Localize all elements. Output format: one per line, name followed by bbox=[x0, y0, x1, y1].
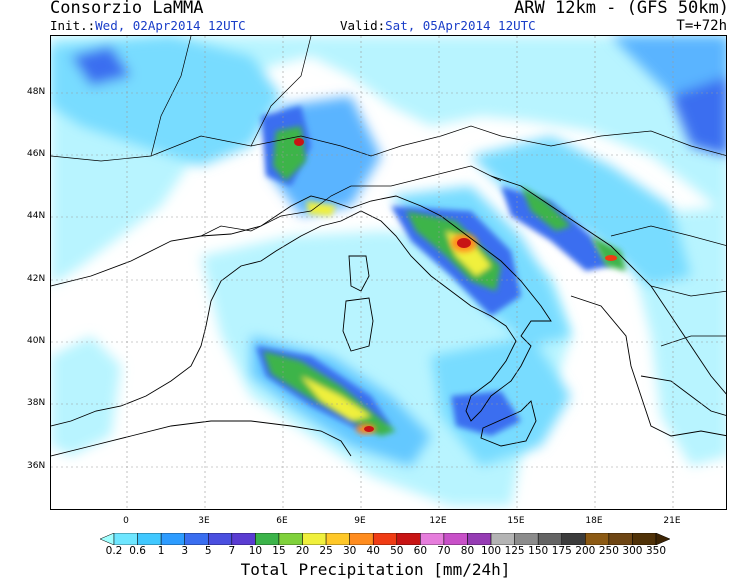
colorbar-swatch bbox=[443, 533, 468, 545]
colorbar-level-label: 5 bbox=[204, 545, 212, 557]
colorbar-level-label: 40 bbox=[366, 545, 380, 557]
valid-time: Valid:Sat, 05Apr2014 12UTC bbox=[340, 18, 536, 33]
colorbar-swatch bbox=[184, 533, 209, 545]
colorbar-swatch bbox=[632, 533, 657, 545]
valid-label: Valid: bbox=[340, 18, 386, 33]
forecast-step: T=+72h bbox=[676, 18, 727, 34]
colorbar-swatch bbox=[349, 533, 374, 545]
colorbar-level-label: 0.6 bbox=[129, 545, 146, 557]
lat-label: 48N bbox=[27, 87, 46, 97]
colorbar-level-label: 200 bbox=[575, 545, 596, 557]
colorbar-swatch bbox=[113, 533, 138, 545]
colorbar-swatch bbox=[325, 533, 350, 545]
colorbar-title: Total Precipitation [mm/24h] bbox=[240, 560, 511, 579]
colorbar-swatch bbox=[302, 533, 327, 545]
lon-label: 9E bbox=[354, 516, 366, 526]
colorbar-level-label: 60 bbox=[413, 545, 428, 557]
app-title: Consorzio LaMMA bbox=[50, 0, 204, 18]
lon-label: 15E bbox=[507, 516, 525, 526]
colorbar-level-label: 20 bbox=[295, 545, 310, 557]
colorbar-level-label: 100 bbox=[481, 545, 502, 557]
colorbar-level-label: 30 bbox=[342, 545, 357, 557]
lat-label: 42N bbox=[27, 274, 46, 284]
colorbar-swatch bbox=[561, 533, 586, 545]
lon-label: 6E bbox=[276, 516, 288, 526]
colorbar-swatch bbox=[255, 533, 280, 545]
lon-label: 18E bbox=[585, 516, 603, 526]
colorbar-swatch bbox=[137, 533, 162, 545]
precip-field-intense bbox=[263, 126, 626, 436]
colorbar-level-label: 150 bbox=[528, 545, 549, 557]
colorbar-swatch bbox=[467, 533, 492, 545]
colorbar-swatch bbox=[514, 533, 539, 545]
colorbar-swatch bbox=[655, 533, 670, 545]
lon-label: 21E bbox=[663, 516, 681, 526]
colorbar-level-label: 50 bbox=[390, 545, 404, 557]
init-label: Init.: bbox=[50, 18, 96, 33]
lat-label: 46N bbox=[27, 149, 46, 159]
map-canvas bbox=[51, 36, 726, 509]
colorbar-level-label: 70 bbox=[437, 545, 451, 557]
valid-value: Sat, 05Apr2014 12UTC bbox=[385, 18, 536, 33]
colorbar-swatch bbox=[160, 533, 185, 545]
colorbar-swatch bbox=[490, 533, 515, 545]
precipitation-map bbox=[50, 35, 727, 510]
lon-label: 12E bbox=[429, 516, 447, 526]
colorbar-level-label: 350 bbox=[645, 545, 667, 557]
colorbar-level-label: 80 bbox=[460, 545, 475, 557]
colorbar-swatch bbox=[278, 533, 303, 545]
colorbar bbox=[100, 533, 670, 545]
lat-label: 44N bbox=[27, 211, 46, 221]
coastlines bbox=[51, 175, 726, 457]
colorbar-swatch bbox=[420, 533, 445, 545]
lon-label: 0 bbox=[123, 516, 129, 526]
colorbar-level-label: 300 bbox=[622, 545, 643, 557]
colorbar-swatch bbox=[208, 533, 233, 545]
colorbar-level-label: 250 bbox=[598, 545, 619, 557]
lat-label: 36N bbox=[27, 461, 46, 471]
colorbar-level-label: 3 bbox=[181, 545, 189, 557]
colorbar-swatch bbox=[608, 533, 633, 545]
colorbar-swatch bbox=[372, 533, 398, 545]
lon-label: 3E bbox=[198, 516, 210, 526]
lat-label: 40N bbox=[27, 336, 46, 346]
colorbar-level-label: 0.2 bbox=[105, 545, 123, 557]
init-time: Init.:Wed, 02Apr2014 12UTC bbox=[50, 18, 246, 33]
colorbar-swatch bbox=[396, 533, 421, 545]
colorbar-swatch bbox=[231, 533, 256, 545]
country-borders bbox=[51, 36, 726, 347]
colorbar-swatch bbox=[100, 533, 115, 545]
colorbar-level-label: 125 bbox=[504, 545, 525, 557]
colorbar-level-label: 7 bbox=[228, 545, 236, 557]
colorbar-level-label: 175 bbox=[551, 545, 572, 557]
colorbar-swatch bbox=[537, 533, 562, 545]
model-title: ARW 12km - (GFS 50km) bbox=[514, 0, 729, 18]
colorbar-level-label: 1 bbox=[157, 545, 165, 557]
colorbar-level-label: 25 bbox=[319, 545, 333, 557]
lat-label: 38N bbox=[27, 398, 46, 408]
colorbar-level-label: 10 bbox=[248, 545, 263, 557]
colorbar-level-label: 15 bbox=[272, 545, 286, 557]
colorbar-swatch bbox=[585, 533, 610, 545]
init-value: Wed, 02Apr2014 12UTC bbox=[95, 18, 246, 33]
graticule bbox=[51, 36, 726, 509]
